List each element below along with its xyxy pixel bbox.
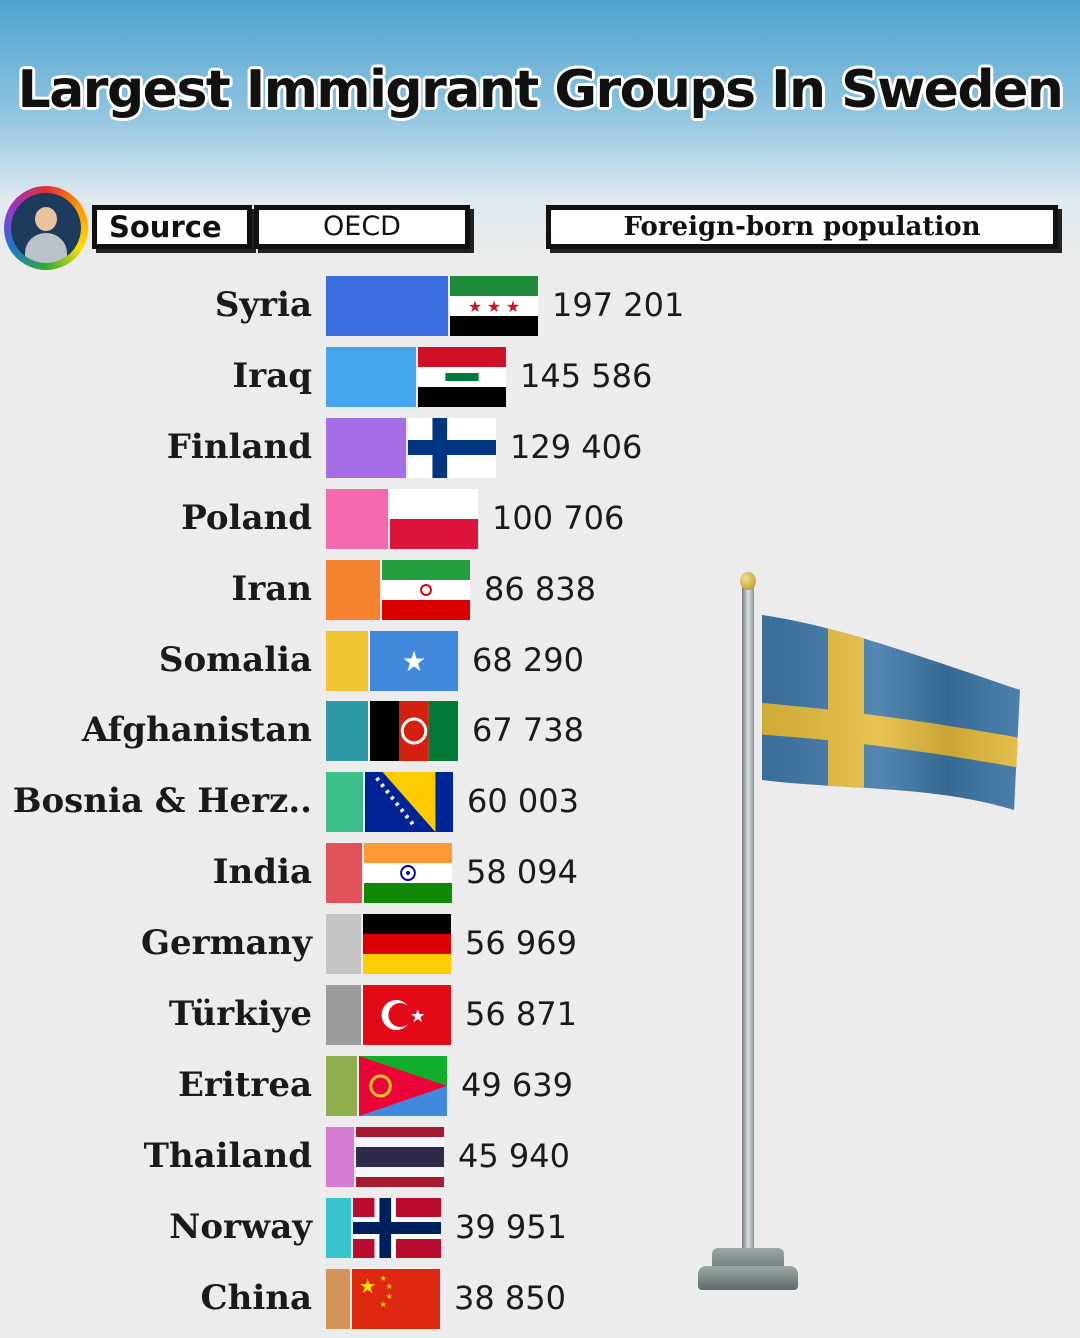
source-label: Source [92, 205, 252, 249]
iran-flag-icon [382, 560, 470, 620]
category-label: Türkiye [168, 994, 312, 1034]
bar-row: Türkiye ★ 56 871 [0, 985, 1080, 1045]
bar [326, 1056, 357, 1116]
bar [326, 985, 361, 1045]
value-label: 197 201 [552, 286, 685, 324]
value-label: 39 951 [455, 1208, 567, 1246]
svg-text:★ ★ ★: ★ ★ ★ [468, 297, 520, 316]
chart-title: Largest Immigrant Groups In Sweden [17, 60, 1064, 120]
bar [326, 843, 362, 903]
afghanistan-flag-icon [370, 701, 458, 761]
bar-row: Somalia ★ 68 290 [0, 631, 1080, 691]
india-flag-icon [364, 843, 452, 903]
flag-pole-finial [740, 572, 756, 590]
bar [326, 276, 448, 336]
bar-row: Finland 129 406 [0, 418, 1080, 478]
svg-text:★: ★ [380, 1300, 387, 1309]
bar [326, 347, 416, 407]
category-label: Iran [231, 569, 312, 609]
value-label: 56 871 [465, 995, 577, 1033]
bar [326, 631, 368, 691]
bar-row: Iran 86 838 [0, 560, 1080, 620]
svg-text:★: ★ [402, 645, 427, 678]
category-label: Bosnia & Herz.. [12, 781, 312, 821]
value-label: 129 406 [510, 428, 643, 466]
bar-row: Poland 100 706 [0, 489, 1080, 549]
bar-row: Thailand 45 940 [0, 1127, 1080, 1187]
bar [326, 489, 388, 549]
bar-row: China ★ ★ ★ ★ ★ 38 850 [0, 1269, 1080, 1329]
value-label: 49 639 [461, 1066, 573, 1104]
value-label: 45 940 [458, 1137, 570, 1175]
norway-flag-icon [353, 1198, 441, 1258]
category-label: India [212, 852, 312, 892]
bar [326, 1269, 350, 1329]
category-label: Afghanistan [81, 710, 312, 750]
poland-flag-icon [390, 489, 478, 549]
svg-text:★: ★ [410, 1006, 426, 1027]
source-value: OECD [254, 205, 470, 249]
eritrea-flag-icon [359, 1056, 447, 1116]
bar-row: Norway 39 951 [0, 1198, 1080, 1258]
category-label: Syria [214, 285, 312, 325]
category-label: Iraq [232, 356, 312, 396]
bar-row: India 58 094 [0, 843, 1080, 903]
bar [326, 560, 380, 620]
finland-flag-icon [408, 418, 496, 478]
bar [326, 772, 363, 832]
bar-row: Eritrea 49 639 [0, 1056, 1080, 1116]
bar-row: Iraq 145 586 [0, 347, 1080, 407]
category-label: Somalia [158, 640, 312, 680]
metric-label: Foreign-born population [546, 205, 1058, 249]
value-label: 68 290 [472, 641, 584, 679]
category-label: Germany [140, 923, 312, 963]
category-label: Norway [169, 1207, 312, 1247]
value-label: 100 706 [492, 499, 625, 537]
somalia-flag-icon: ★ [370, 631, 458, 691]
flag-pole [742, 585, 754, 1265]
category-label: Thailand [143, 1136, 312, 1176]
svg-text:★: ★ [359, 1275, 377, 1298]
bar [326, 1127, 354, 1187]
bosnia-flag-icon [365, 772, 453, 832]
iraq-flag-icon [418, 347, 506, 407]
bar [326, 418, 406, 478]
bar-row: Afghanistan 67 738 [0, 701, 1080, 761]
germany-flag-icon [363, 914, 451, 974]
bar [326, 914, 361, 974]
china-flag-icon: ★ ★ ★ ★ ★ [352, 1269, 440, 1329]
bar [326, 701, 368, 761]
value-label: 67 738 [472, 711, 584, 749]
bar [326, 1198, 351, 1258]
flag-pole-stand [698, 1266, 798, 1290]
svg-text:★: ★ [386, 1282, 393, 1291]
value-label: 145 586 [520, 357, 653, 395]
bar-row: Syria ★ ★ ★ 197 201 [0, 276, 1080, 336]
turkiye-flag-icon: ★ [363, 985, 451, 1045]
category-label: China [200, 1278, 312, 1318]
category-label: Eritrea [177, 1065, 312, 1105]
bar-row: Germany 56 969 [0, 914, 1080, 974]
bar-row: Bosnia & Herz.. 60 003 [0, 772, 1080, 832]
value-label: 56 969 [465, 924, 577, 962]
svg-text:★: ★ [386, 1292, 393, 1301]
flag-pole-base [712, 1248, 784, 1268]
category-label: Poland [181, 498, 312, 538]
svg-text:★: ★ [380, 1274, 387, 1283]
value-label: 86 838 [484, 570, 596, 608]
value-label: 58 094 [466, 853, 578, 891]
sweden-flag-icon [762, 615, 1020, 810]
syria-flag-icon: ★ ★ ★ [450, 276, 538, 336]
value-label: 60 003 [467, 782, 579, 820]
thailand-flag-icon [356, 1127, 444, 1187]
value-label: 38 850 [454, 1279, 566, 1317]
category-label: Finland [166, 427, 312, 467]
channel-logo [4, 186, 88, 270]
